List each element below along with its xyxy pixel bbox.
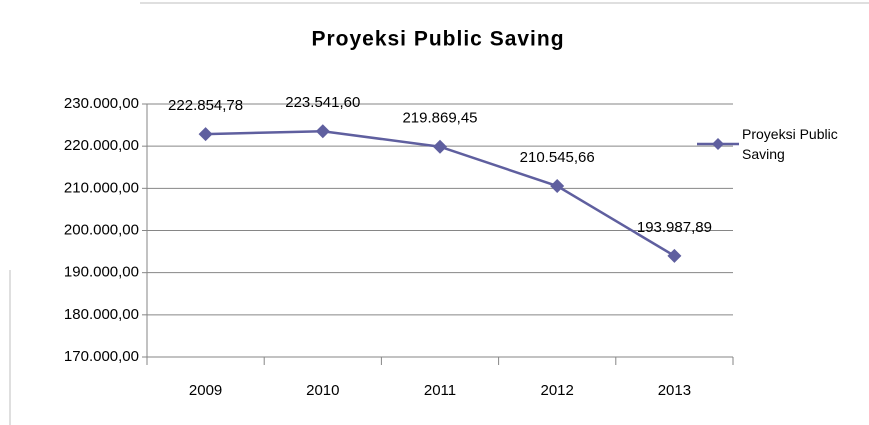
x-tick-label: 2010 <box>306 382 339 399</box>
data-label: 222.854,78 <box>168 97 243 114</box>
y-tick-label: 190.000,00 <box>64 264 139 281</box>
y-tick-label: 200.000,00 <box>64 221 139 238</box>
y-tick-label: 230.000,00 <box>64 95 139 112</box>
data-label: 223.541,60 <box>285 94 360 111</box>
data-point <box>315 124 330 139</box>
y-tick-label: 170.000,00 <box>64 348 139 365</box>
data-point <box>198 127 213 142</box>
data-label: 210.545,66 <box>520 149 595 166</box>
data-point <box>433 139 447 154</box>
data-point <box>667 248 682 263</box>
x-tick-label: 2011 <box>424 382 456 399</box>
data-label: 193.987,89 <box>637 219 712 236</box>
y-tick-label: 180.000,00 <box>64 306 139 323</box>
legend-label: Proyeksi Public Saving <box>742 126 838 162</box>
data-point <box>550 179 565 194</box>
x-tick-label: 2012 <box>541 382 574 399</box>
chart-title: Proyeksi Public Saving <box>311 28 564 51</box>
y-tick-label: 210.000,00 <box>64 179 139 196</box>
x-tick-label: 2013 <box>658 382 691 399</box>
data-label: 219.869,45 <box>402 110 477 127</box>
x-tick-label: 2009 <box>189 382 222 399</box>
legend-marker <box>712 138 724 150</box>
y-tick-label: 220.000,00 <box>64 137 139 154</box>
